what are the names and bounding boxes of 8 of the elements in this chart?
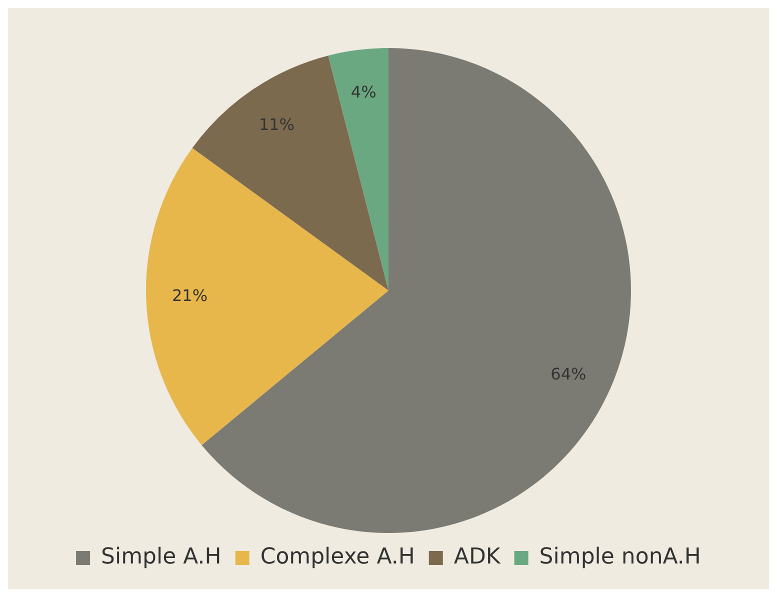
legend-label: Complexe A.H xyxy=(260,544,415,570)
data-label: 21% xyxy=(172,286,208,305)
legend-label: ADK xyxy=(454,544,501,570)
data-label: 64% xyxy=(550,364,586,384)
data-label: 4% xyxy=(350,82,376,102)
data-label: 11% xyxy=(258,115,295,134)
legend-label: Simple A.H xyxy=(101,544,222,570)
legend-label: Simple nonA.H xyxy=(539,544,701,570)
